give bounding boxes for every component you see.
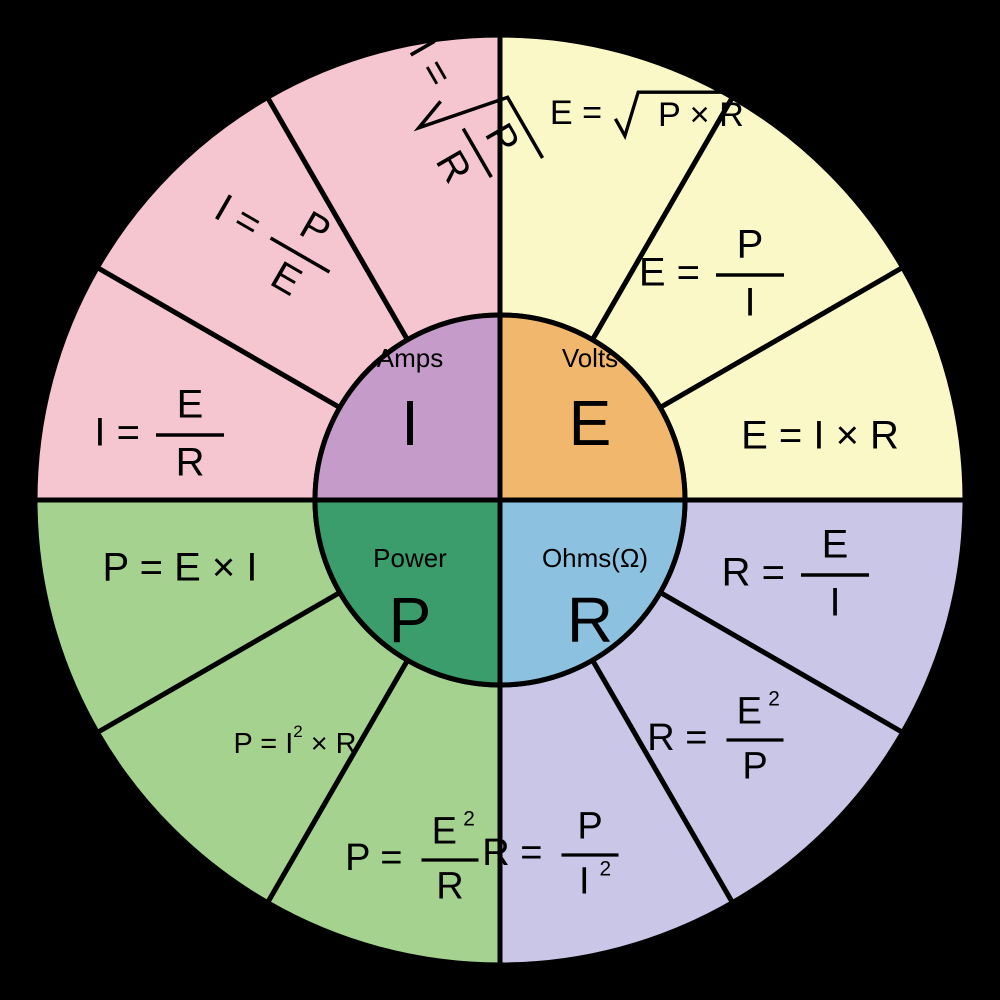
ohms-law-wheel: AmpsIVoltsEPowerPOhms(Ω)RI =ERI =PEI =PR… (0, 0, 1000, 1000)
svg-text:R =: R = (482, 832, 542, 874)
svg-text:E: E (432, 810, 457, 852)
svg-text:E = I × R: E = I × R (741, 414, 899, 458)
formula-power-0: P = E × I (103, 546, 258, 590)
center-amps-symbol: I (401, 387, 419, 459)
svg-text:E =: E = (639, 251, 700, 295)
center-power-unit: Power (373, 543, 447, 573)
svg-text:E: E (177, 383, 204, 427)
svg-text:I: I (744, 281, 755, 325)
svg-text:E =: E = (550, 94, 602, 132)
center-ohms-unit: Ohms(Ω) (542, 543, 648, 573)
center-volts-unit: Volts (562, 343, 618, 373)
svg-text:I: I (579, 861, 590, 903)
center-power-symbol: P (389, 584, 432, 656)
formula-volts-2: E = I × R (741, 414, 899, 458)
svg-text:E: E (737, 690, 762, 732)
svg-text:I =: I = (94, 411, 140, 455)
svg-text:P = E × I: P = E × I (103, 546, 258, 590)
svg-text:I: I (829, 581, 840, 625)
svg-text:E: E (822, 523, 849, 567)
svg-text:P: P (577, 805, 602, 847)
svg-text:2: 2 (768, 688, 780, 711)
svg-text:P: P (742, 746, 767, 788)
center-volts-symbol: E (569, 387, 612, 459)
center-ohms-symbol: R (567, 584, 613, 656)
svg-text:R =: R = (647, 717, 707, 759)
svg-text:P × R: P × R (658, 96, 744, 134)
svg-text:R: R (176, 441, 205, 485)
svg-text:P: P (737, 223, 764, 267)
svg-text:R: R (436, 866, 463, 908)
svg-text:2: 2 (600, 858, 612, 881)
center-amps-unit: Amps (377, 343, 443, 373)
svg-text:2: 2 (463, 808, 475, 831)
svg-text:R =: R = (722, 551, 785, 595)
svg-text:P =: P = (345, 837, 402, 879)
